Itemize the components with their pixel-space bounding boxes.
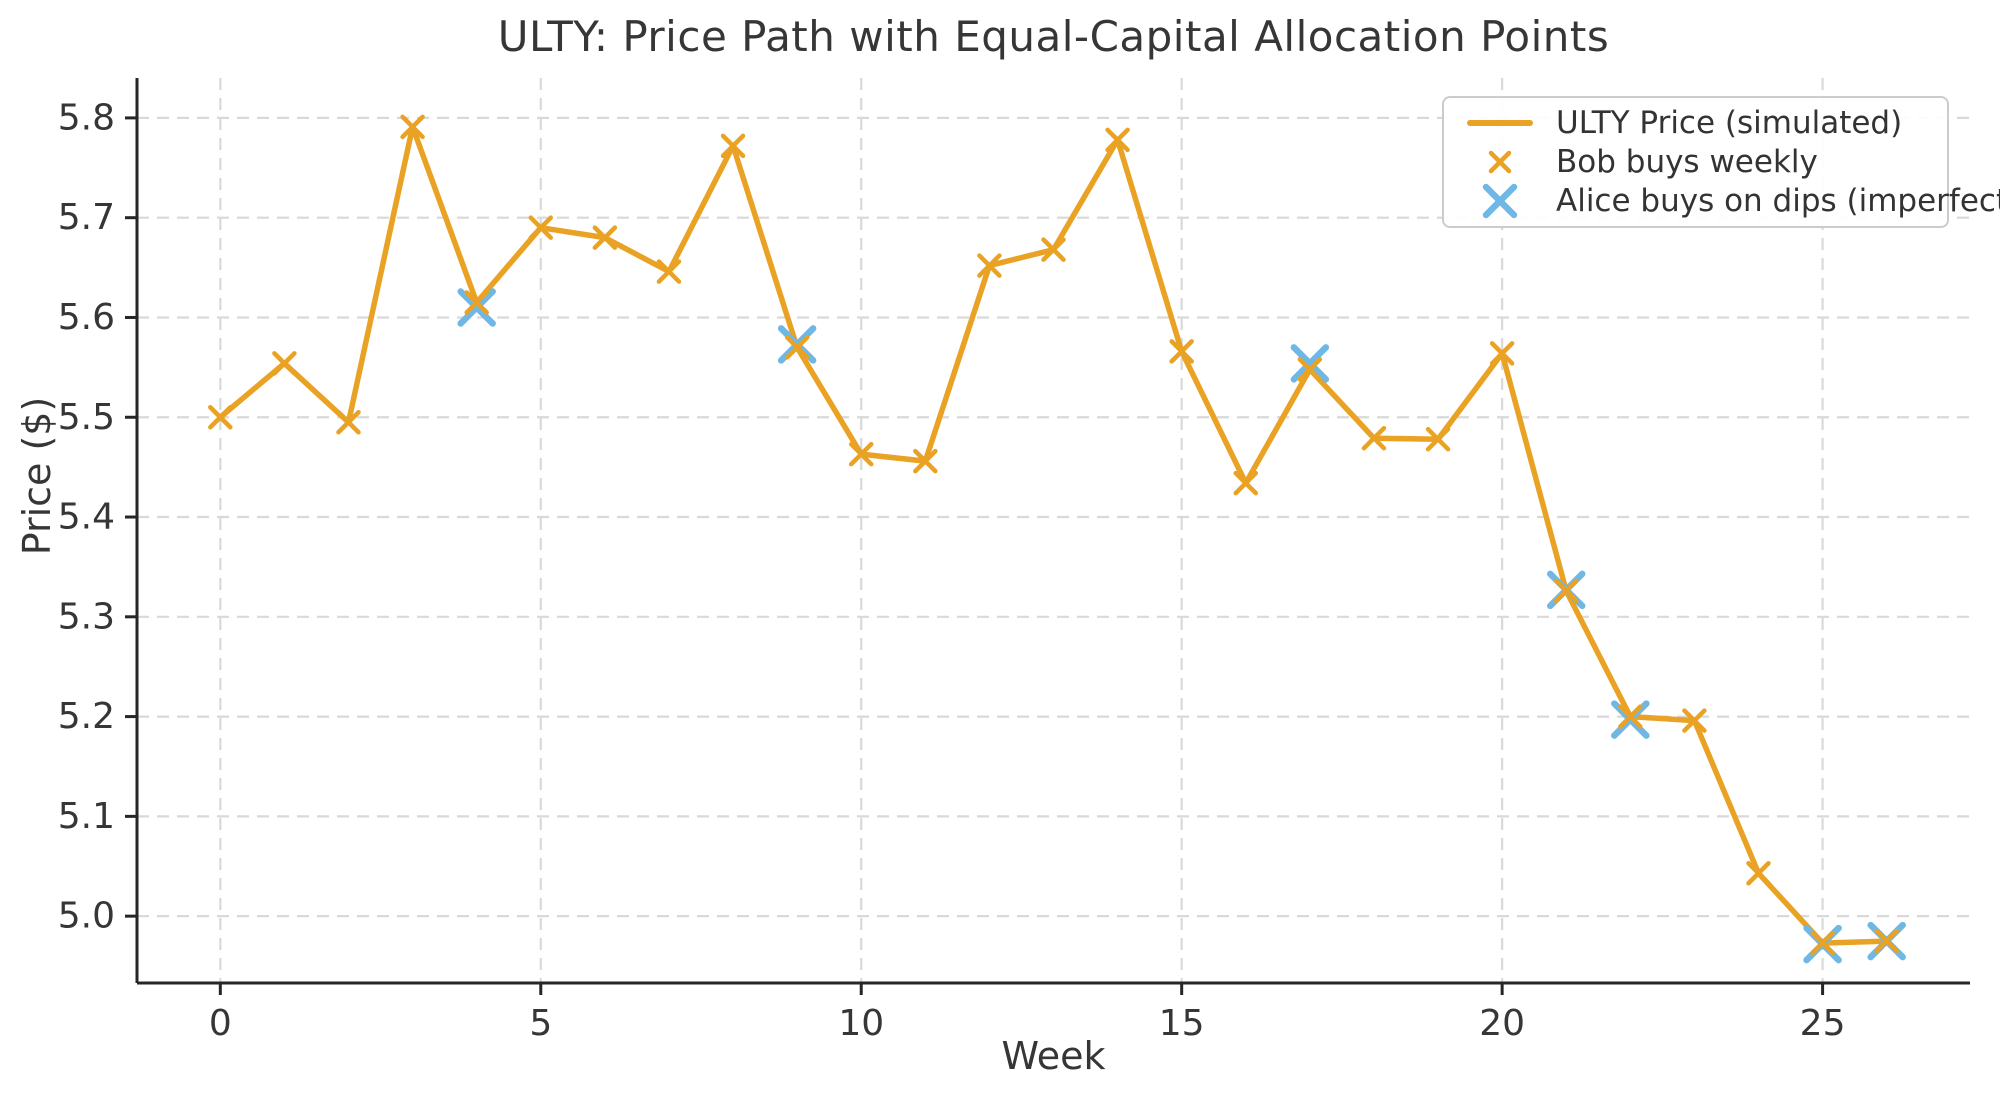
bob-marker <box>528 215 554 240</box>
alice-marker <box>1290 344 1330 383</box>
bob-marker <box>1618 704 1643 729</box>
legend-item-label: ULTY Price (simulated) <box>1556 105 1903 142</box>
legend-item-label: Alice buys on dips (imperfect) <box>1556 182 2000 219</box>
x-tick-label: 15 <box>1159 1003 1205 1044</box>
bob-marker <box>656 259 682 284</box>
bob-marker <box>1233 470 1259 496</box>
bob-x-marker-icon <box>1444 149 1556 175</box>
x-tick-label: 25 <box>1800 1003 1846 1044</box>
bob-marker <box>336 409 361 435</box>
bob-marker <box>1682 708 1707 733</box>
y-tick-label: 5.3 <box>58 596 115 637</box>
bob-marker <box>1041 237 1066 262</box>
bob-marker <box>208 405 233 430</box>
bob-marker <box>1169 339 1194 364</box>
bob-marker <box>720 133 746 159</box>
bob-marker <box>1553 578 1579 604</box>
chart-title: ULTY: Price Path with Equal-Capital Allo… <box>497 12 1610 61</box>
x-tick-label: 10 <box>838 1003 884 1044</box>
bob-marker <box>977 253 1002 278</box>
y-tick-label: 5.7 <box>58 197 115 238</box>
bob-marker <box>1810 930 1835 956</box>
bob-marker <box>1874 928 1899 954</box>
x-tick-label: 20 <box>1479 1003 1525 1044</box>
bob-marker <box>1489 341 1515 366</box>
y-tick-label: 5.8 <box>58 97 115 138</box>
alice-marker <box>457 288 496 327</box>
bob-marker <box>1425 426 1451 452</box>
bob-marker <box>1746 860 1771 886</box>
y-tick-label: 5.6 <box>58 297 115 338</box>
x-axis-label: Week <box>1001 1034 1106 1078</box>
bob-marker <box>464 290 489 315</box>
y-tick-label: 5.0 <box>58 896 115 937</box>
y-tick-label: 5.2 <box>58 696 115 737</box>
legend-item-bob: Bob buys weekly <box>1444 143 1947 182</box>
bob-marker <box>784 335 810 360</box>
x-tick-label: 5 <box>529 1003 552 1044</box>
bob-marker <box>400 114 425 140</box>
x-tick-label: 0 <box>209 1003 232 1044</box>
legend-item-alice: Alice buys on dips (imperfect) <box>1444 181 2000 220</box>
legend-item-label: Bob buys weekly <box>1556 144 1818 180</box>
legend: ULTY Price (simulated) Bob buys weekly <box>1442 96 2000 228</box>
y-tick-label: 5.5 <box>58 397 115 438</box>
y-axis-label: Price ($) <box>15 396 59 556</box>
y-tick-label: 5.4 <box>58 497 115 538</box>
bob-marker <box>1361 425 1387 451</box>
alice-x-marker-icon <box>1444 182 1556 220</box>
bob-marker <box>1297 357 1323 382</box>
bob-marker <box>848 441 874 467</box>
legend-item-price: ULTY Price (simulated) <box>1444 104 1947 143</box>
legend-line-swatch <box>1444 118 1556 128</box>
bob-marker <box>272 351 297 376</box>
bob-marker <box>592 225 618 250</box>
y-tick-label: 5.1 <box>58 796 115 837</box>
bob-marker <box>1105 127 1130 153</box>
bob-marker <box>913 448 938 474</box>
